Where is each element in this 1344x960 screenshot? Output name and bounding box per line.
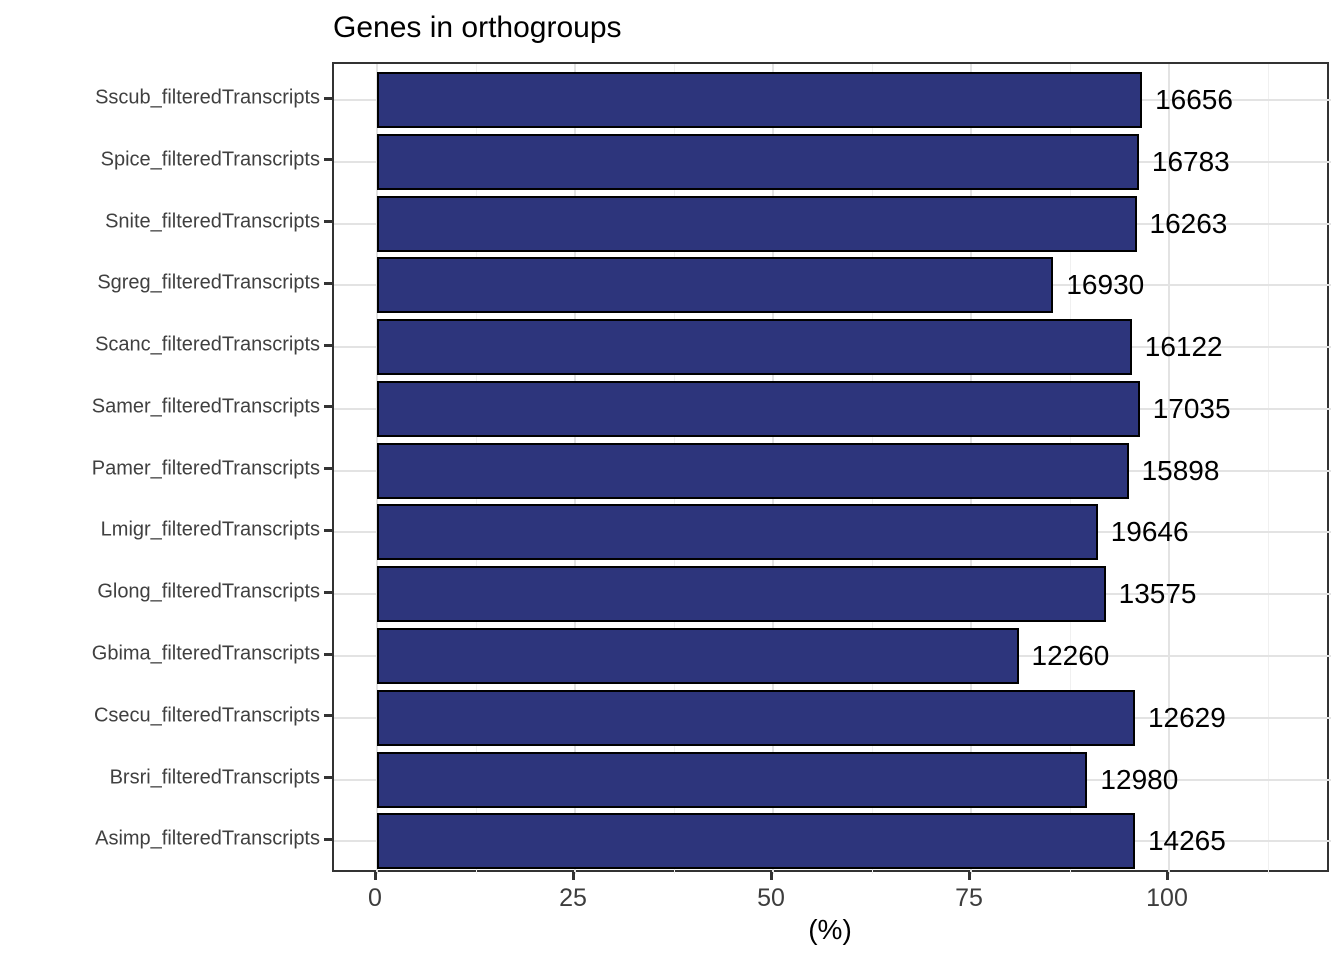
bar-value-label: 19646	[1110, 516, 1189, 548]
y-tick	[324, 220, 332, 224]
bar	[377, 257, 1054, 314]
y-axis-label: Sscub_filteredTranscripts	[95, 86, 320, 109]
y-tick	[324, 776, 332, 780]
bar-value-label: 15898	[1141, 454, 1220, 486]
y-axis-label: Snite_filteredTranscripts	[105, 210, 320, 233]
bar-value-label: 12629	[1147, 701, 1226, 733]
v-gridline-minor	[1267, 64, 1269, 874]
x-tick-label: 50	[757, 884, 785, 912]
y-tick	[324, 158, 332, 162]
x-tick	[373, 872, 377, 880]
bar	[377, 442, 1129, 499]
y-axis-label: Sgreg_filteredTranscripts	[97, 271, 320, 294]
bar-value-label: 17035	[1152, 392, 1231, 424]
bar	[377, 133, 1139, 190]
y-axis-label: Scanc_filteredTranscripts	[95, 333, 320, 356]
y-axis-label: Gbima_filteredTranscripts	[91, 642, 320, 665]
y-axis-label: Csecu_filteredTranscripts	[93, 704, 320, 727]
bar-value-label: 16263	[1149, 207, 1228, 239]
y-axis-label: Lmigr_filteredTranscripts	[100, 518, 320, 541]
bar-value-label: 16783	[1151, 145, 1230, 177]
x-tick	[1165, 872, 1169, 880]
y-tick	[324, 714, 332, 718]
bar	[377, 319, 1132, 376]
v-gridline-major	[1168, 64, 1170, 874]
x-tick	[967, 872, 971, 880]
bar	[377, 195, 1137, 252]
y-axis-label: Asimp_filteredTranscripts	[95, 827, 320, 850]
bar-value-label: 16656	[1155, 84, 1233, 115]
y-axis-label: Glong_filteredTranscripts	[97, 580, 320, 603]
bar-value-label: 12260	[1031, 640, 1110, 672]
y-axis-label: Samer_filteredTranscripts	[91, 395, 320, 418]
bar-value-label: 14265	[1147, 825, 1226, 857]
bar	[377, 566, 1106, 623]
y-tick	[324, 652, 332, 656]
x-tick-label: 25	[559, 884, 587, 912]
y-tick	[324, 528, 332, 532]
y-tick	[324, 590, 332, 594]
y-tick	[324, 96, 332, 100]
x-tick-label: 0	[368, 884, 382, 912]
x-tick	[769, 872, 773, 880]
y-tick	[324, 467, 332, 471]
bar	[377, 380, 1140, 437]
y-tick	[324, 405, 332, 409]
y-axis-label: Brsri_filteredTranscripts	[109, 766, 320, 789]
chart-title: Genes in orthogroups	[333, 11, 622, 44]
y-tick	[324, 281, 332, 285]
y-tick	[324, 837, 332, 841]
bar-value-label: 12980	[1100, 763, 1179, 795]
bar	[377, 72, 1143, 128]
bar-value-label: 13575	[1118, 578, 1197, 610]
bar	[377, 751, 1088, 808]
x-tick-label: 75	[955, 884, 983, 912]
bar	[377, 628, 1019, 685]
bar-value-label: 16122	[1144, 331, 1223, 363]
y-axis-label: Pamer_filteredTranscripts	[91, 457, 320, 480]
x-tick	[571, 872, 575, 880]
y-tick	[324, 343, 332, 347]
bar	[377, 504, 1098, 561]
bar	[377, 813, 1135, 870]
y-axis-label: Spice_filteredTranscripts	[100, 148, 320, 171]
x-axis-title: (%)	[808, 914, 852, 945]
bar	[377, 689, 1135, 746]
x-tick-label: 100	[1146, 884, 1188, 912]
bar-value-label: 16930	[1066, 269, 1145, 301]
plot-panel: 16656 16783 16263 16930 16122 17035 15898 19646…	[332, 62, 1331, 874]
